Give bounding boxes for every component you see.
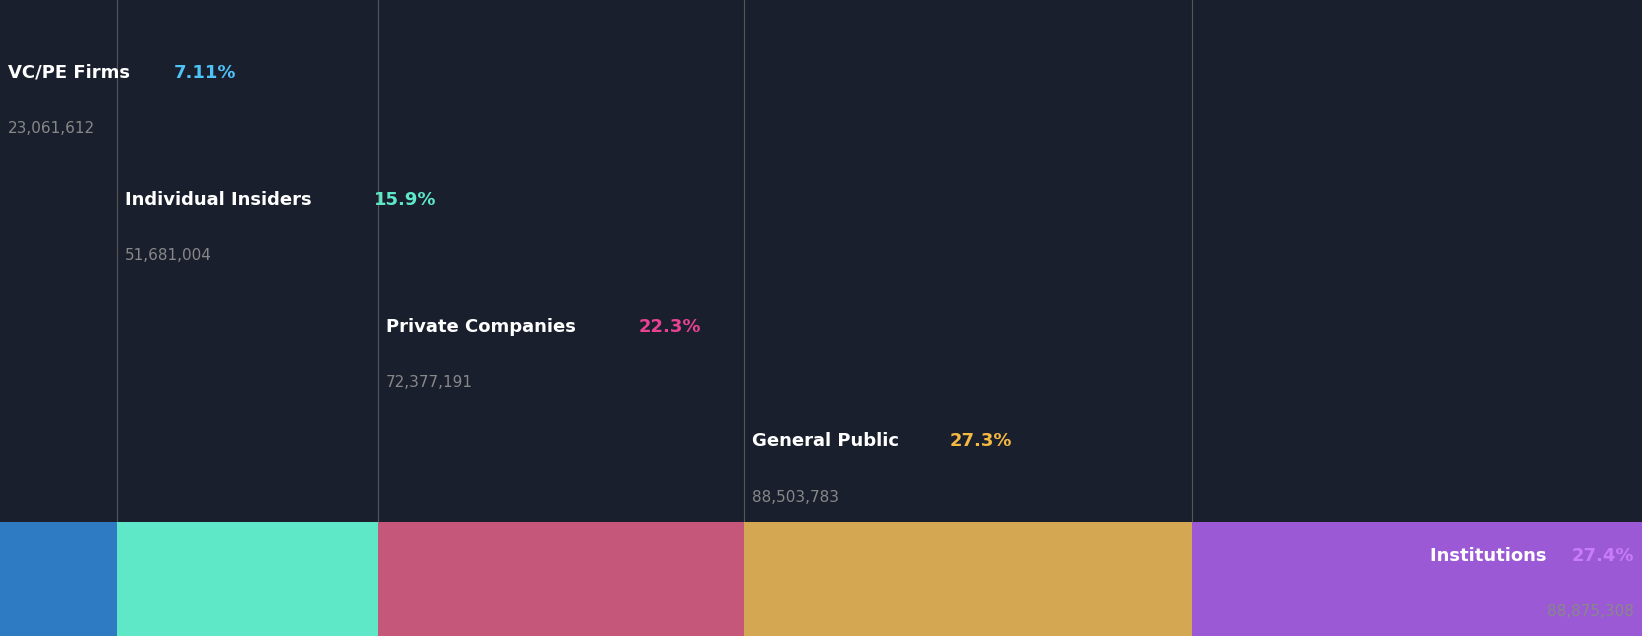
Text: 23,061,612: 23,061,612 [8, 121, 95, 136]
Text: 15.9%: 15.9% [374, 191, 437, 209]
Text: VC/PE Firms: VC/PE Firms [8, 64, 136, 81]
Text: 7.11%: 7.11% [174, 64, 236, 81]
Text: 27.3%: 27.3% [949, 432, 1013, 450]
Bar [744, 522, 1192, 636]
Text: 72,377,191: 72,377,191 [386, 375, 473, 391]
Text: 88,503,783: 88,503,783 [752, 490, 839, 505]
Bar [0, 522, 117, 636]
Text: 22.3%: 22.3% [639, 318, 701, 336]
Bar [117, 522, 378, 636]
Bar [378, 522, 744, 636]
Text: Private Companies: Private Companies [386, 318, 583, 336]
Text: General Public: General Public [752, 432, 905, 450]
Text: Institutions: Institutions [1430, 547, 1553, 565]
Text: Individual Insiders: Individual Insiders [125, 191, 319, 209]
Bar [1192, 522, 1642, 636]
Text: 27.4%: 27.4% [1571, 547, 1634, 565]
Text: 51,681,004: 51,681,004 [125, 248, 212, 263]
Text: 88,875,308: 88,875,308 [1547, 604, 1634, 619]
